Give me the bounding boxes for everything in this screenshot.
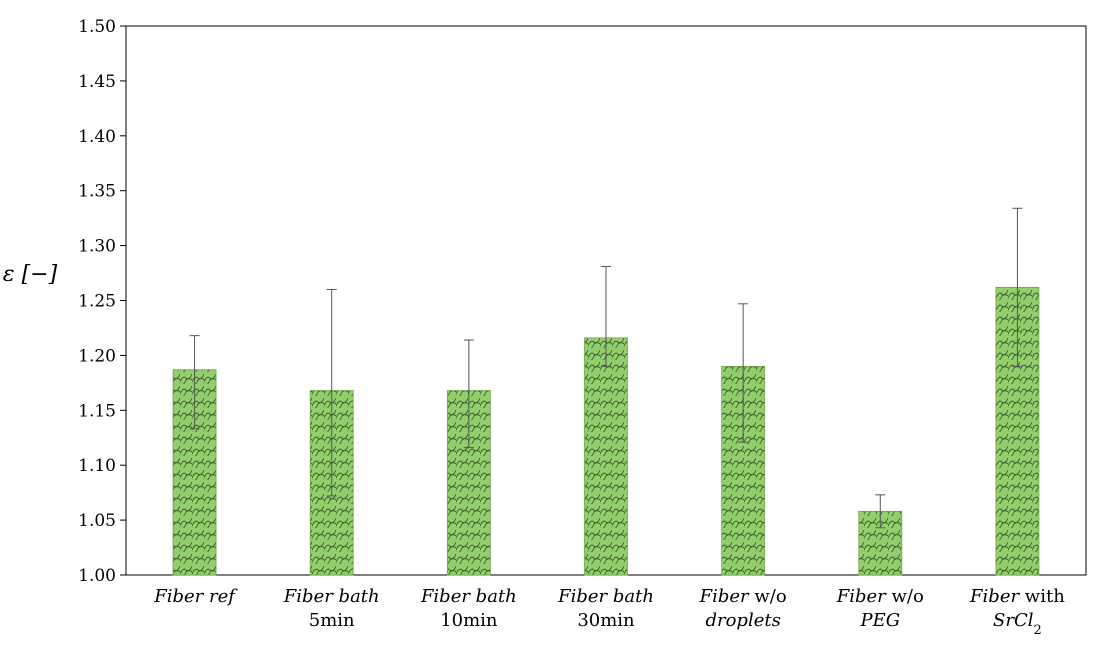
category-label: Fiber bath	[557, 586, 654, 607]
category-label: Fiber bath	[420, 586, 517, 607]
y-tick-label: 1.00	[78, 566, 116, 586]
y-tick-label: 1.45	[78, 72, 116, 92]
y-tick-label: 1.15	[78, 401, 116, 421]
y-tick-label: 1.30	[78, 237, 116, 257]
category-label: PEG	[859, 610, 900, 631]
category-label: SrCl2	[993, 610, 1042, 638]
y-tick-label: 1.40	[78, 127, 116, 147]
y-tick-label: 1.20	[78, 346, 116, 366]
y-tick-label: 1.05	[78, 511, 116, 531]
category-label: 10min	[440, 610, 498, 631]
category-label: 30min	[577, 610, 635, 631]
category-label: Fiber w/o	[699, 586, 787, 607]
category-label: 5min	[309, 610, 355, 631]
y-tick-label: 1.25	[78, 292, 116, 312]
category-label: Fiber with	[969, 586, 1065, 607]
y-tick-label: 1.10	[78, 456, 116, 476]
y-tick-label: 1.35	[78, 182, 116, 202]
bar	[584, 337, 628, 576]
y-tick-label: 1.50	[78, 17, 116, 37]
y-axis-label: ε [−]	[3, 262, 58, 287]
category-label: Fiber bath	[283, 586, 380, 607]
category-label: Fiber w/o	[836, 586, 924, 607]
category-label: Fiber ref	[153, 586, 238, 607]
category-label: droplets	[705, 610, 780, 631]
